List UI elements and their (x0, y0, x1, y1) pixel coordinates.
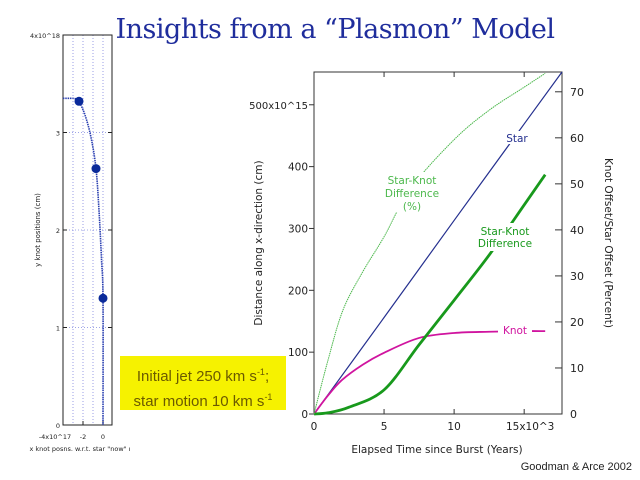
knot-marker (98, 293, 108, 303)
annotation-box: Initial jet 250 km s-1; star motion 10 k… (120, 356, 286, 410)
difference-percent-series-label: Star-Knot (388, 175, 437, 187)
x-tick-label: 15x10^3 (506, 421, 554, 433)
y-tick-label: 3 (56, 130, 60, 138)
y2-tick-label: 10 (570, 362, 584, 375)
x-tick-label: 0 (311, 421, 318, 433)
difference-line (313, 173, 547, 416)
y2-tick-label: 30 (570, 270, 584, 283)
y-tick-label: 200 (288, 285, 308, 297)
knot-series-label: Knot (503, 325, 527, 337)
y-tick-label: 0 (301, 409, 308, 421)
y2-tick-label: 50 (570, 178, 584, 191)
y2-tick-label: 60 (570, 132, 584, 145)
y2-tick-label: 40 (570, 224, 584, 237)
difference-percent-series-label: Difference (385, 188, 439, 200)
y-tick-label: 2 (56, 227, 60, 235)
difference-percent-line (313, 72, 546, 415)
credit-text: Goodman & Arce 2002 (520, 461, 632, 473)
y-tick-label: 500x10^15 (249, 101, 308, 112)
x-tick-label: 5 (381, 421, 388, 433)
difference-series-label: Difference (478, 238, 532, 250)
y-axis-label: y knot positions (cm) (34, 193, 42, 267)
knot-path-line (62, 97, 104, 426)
note-line1-sup: -1 (256, 367, 265, 377)
y-tick-label: 400 (288, 162, 308, 174)
y2-tick-label: 70 (570, 86, 584, 99)
knot-marker (91, 164, 101, 174)
y-tick-label: 0 (56, 422, 60, 430)
y-tick-label: 100 (288, 347, 308, 359)
note-line1-end: ; (264, 368, 270, 385)
slide-title: Insights from a “Plasmon” Model (115, 14, 555, 45)
y-tick-label: 4x10^18 (30, 32, 60, 40)
x-tick-label: 0 (101, 433, 105, 441)
y-axis-label: Distance along x-direction (cm) (253, 160, 265, 325)
x-tick-label: -4x10^17 (39, 433, 71, 441)
plot-frame (313, 71, 563, 415)
y-tick-label: 1 (56, 325, 60, 333)
label-background (498, 324, 532, 337)
difference-percent-series-label: (%) (403, 201, 421, 213)
knot-marker (74, 96, 84, 106)
y2-axis-label: Knot Offset/Star Offset (Percent) (602, 158, 614, 328)
star-series-label: Star (506, 133, 528, 145)
x-tick-label: -2 (80, 433, 86, 441)
x-axis-label: x knot posns. w.r.t. star "now" ı (29, 445, 130, 453)
knot-line (313, 330, 546, 415)
difference-series-label: Star-Knot (481, 226, 530, 238)
y-tick-label: 300 (288, 223, 308, 235)
note-line2: star motion 10 km s (133, 393, 265, 410)
y2-tick-label: 20 (570, 316, 584, 329)
note-line1: Initial jet 250 km s (136, 368, 257, 385)
label-background (503, 131, 531, 144)
label-background (380, 172, 444, 212)
y2-tick-label: 0 (570, 408, 577, 421)
x-axis-label: Elapsed Time since Burst (Years) (351, 444, 522, 456)
star-line (313, 71, 563, 415)
label-background (474, 223, 536, 251)
note-line2-sup: -1 (264, 392, 273, 402)
x-tick-label: 10 (447, 421, 460, 433)
